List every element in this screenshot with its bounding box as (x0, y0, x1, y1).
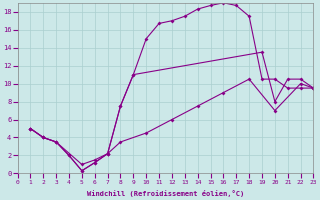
X-axis label: Windchill (Refroidissement éolien,°C): Windchill (Refroidissement éolien,°C) (87, 190, 244, 197)
